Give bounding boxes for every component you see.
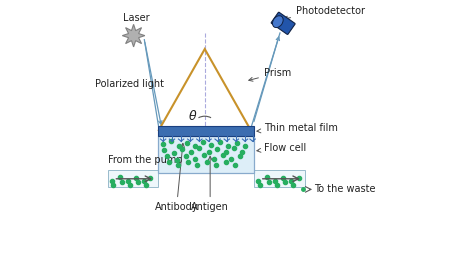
FancyBboxPatch shape bbox=[271, 12, 295, 34]
Bar bbox=[255, 170, 306, 187]
Text: Antibody: Antibody bbox=[155, 143, 198, 212]
Polygon shape bbox=[122, 24, 145, 47]
Text: Prism: Prism bbox=[249, 68, 291, 81]
Text: Antigen: Antigen bbox=[191, 156, 229, 212]
Bar bbox=[158, 126, 255, 136]
Bar bbox=[158, 136, 255, 173]
Text: To the waste: To the waste bbox=[314, 184, 375, 194]
Bar bbox=[108, 170, 158, 187]
Text: Thin metal film: Thin metal film bbox=[257, 123, 338, 133]
Text: Laser: Laser bbox=[123, 13, 149, 23]
Text: Flow cell: Flow cell bbox=[257, 143, 306, 153]
Text: Polarized light: Polarized light bbox=[95, 79, 164, 89]
Text: θ: θ bbox=[189, 110, 197, 123]
Ellipse shape bbox=[273, 16, 283, 28]
Text: Photodetector: Photodetector bbox=[284, 6, 365, 20]
Text: From the pump: From the pump bbox=[108, 155, 182, 165]
